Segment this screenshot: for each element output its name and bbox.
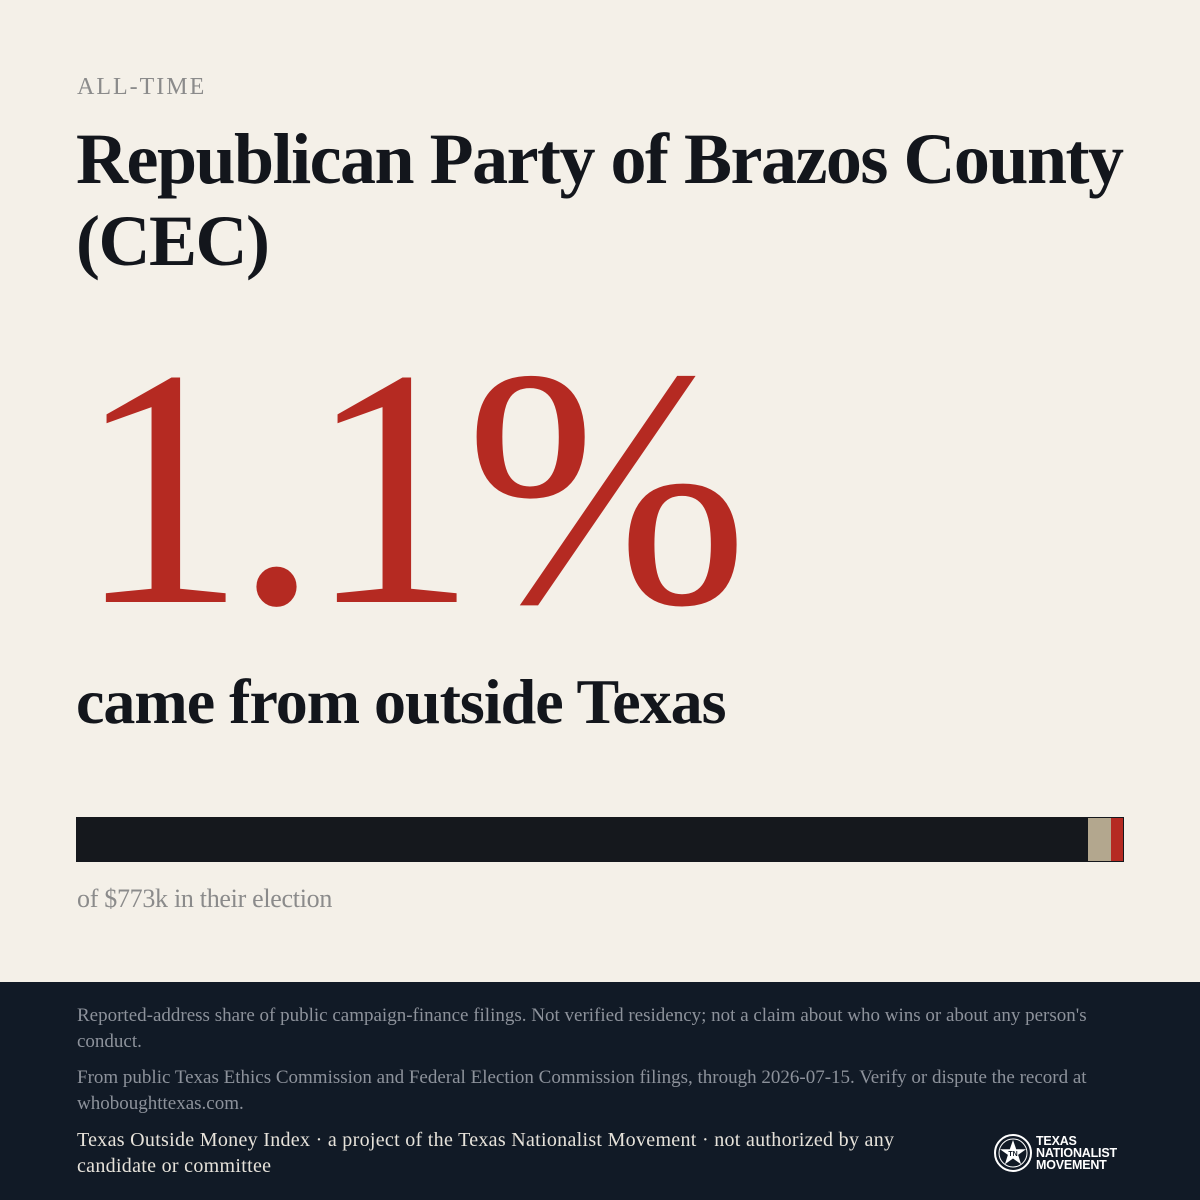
share-bar-other-segment (1088, 818, 1111, 861)
logo-wordmark: TEXAS NATIONALIST MOVEMENT (1036, 1134, 1117, 1172)
footer-attribution: Texas Outside Money Index · a project of… (77, 1129, 895, 1177)
total-caption: of $773k in their election (77, 884, 333, 913)
main-panel: ALL-TIME Republican Party of Brazos Coun… (76, 74, 1124, 913)
logo-line-1: TEXAS (1036, 1134, 1077, 1148)
footer (0, 982, 1200, 1200)
headline-label: came from outside Texas (76, 666, 727, 737)
footer-disclaimer: Reported-address share of public campaig… (77, 1005, 1087, 1052)
page-title: Republican Party of Brazos County (CEC) (76, 119, 1124, 281)
share-bar-outside-segment (1111, 818, 1123, 861)
footer-source: From public Texas Ethics Commission and … (77, 1067, 1087, 1114)
svg-text:TN: TN (1008, 1151, 1017, 1158)
eyebrow-label: ALL-TIME (77, 74, 207, 100)
logo-line-2: NATIONALIST (1036, 1146, 1117, 1160)
share-bar (76, 817, 1124, 862)
tnm-logo: TN TEXAS NATIONALIST MOVEMENT (993, 1132, 1133, 1174)
star-seal-icon: TN (994, 1134, 1032, 1172)
logo-line-3: MOVEMENT (1036, 1158, 1107, 1172)
headline-percentage: 1.1% (76, 299, 748, 676)
